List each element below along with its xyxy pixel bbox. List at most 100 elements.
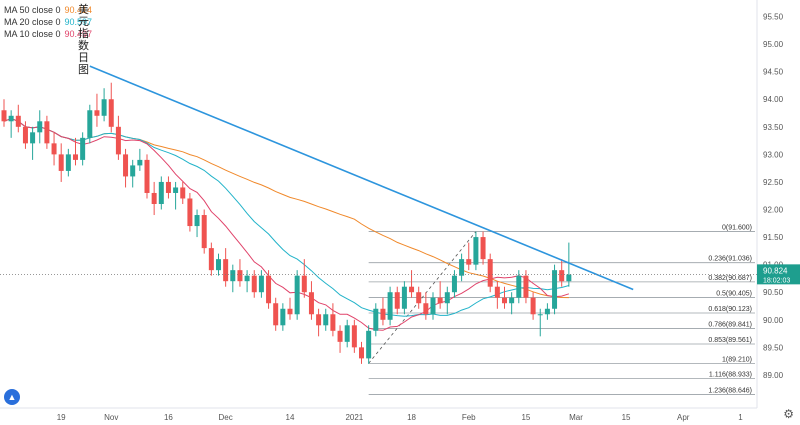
trendline[interactable]: [89, 65, 634, 291]
candle-body: [223, 259, 229, 282]
x-tick-label: Feb: [462, 413, 476, 422]
candle-body: [244, 275, 250, 282]
time-axis[interactable]: 19 Nov 16 Dec 14 2021 18 Feb 15 Mar 15 Apr 1: [57, 413, 743, 422]
candle-body: [487, 259, 493, 287]
candle-body: [1, 110, 7, 122]
candle-body: [530, 297, 536, 315]
legend-ma20-label: MA 20 close 0: [4, 17, 61, 27]
x-tick-label: Apr: [677, 413, 690, 422]
candle-body: [466, 259, 472, 265]
gear-icon[interactable]: ⚙: [783, 407, 794, 421]
y-tick-label: 95.00: [763, 40, 784, 49]
y-tick-label: 92.00: [763, 206, 784, 215]
chart-title: 美元指数日图: [78, 4, 89, 76]
legend-ma20-value: 90.597: [64, 17, 93, 27]
candle-body: [351, 325, 357, 348]
candle-body: [280, 308, 286, 326]
ma10-line: [3, 117, 570, 331]
candle-body: [115, 126, 121, 155]
candle-body: [287, 308, 293, 315]
candle-body: [537, 314, 543, 316]
candle-body: [201, 215, 207, 249]
candle-body: [101, 99, 107, 116]
y-tick-label: 93.00: [763, 150, 784, 159]
candle-body: [22, 126, 28, 144]
candle-body: [387, 292, 393, 320]
candle-body: [158, 181, 164, 204]
candle-body: [173, 187, 179, 193]
fib-level-label: 0.853(89.561): [708, 337, 752, 344]
price-badge-value: 90.824: [763, 266, 788, 275]
x-tick-label: 14: [286, 413, 295, 422]
ma50-line: [3, 117, 569, 299]
platform-logo-icon[interactable]: ▲: [4, 389, 20, 405]
candle-body: [15, 115, 21, 127]
candle-body: [58, 154, 64, 171]
y-tick-label: 89.50: [763, 343, 784, 352]
candle-body: [509, 297, 515, 304]
candle-body: [65, 154, 71, 171]
candle-body: [480, 237, 486, 260]
candle-body: [359, 347, 364, 359]
fib-level-label: 0.786(89.841): [708, 322, 752, 329]
candle-body: [87, 110, 93, 138]
candle-body: [44, 121, 50, 144]
fib-level-label: 0.618(90.123): [708, 306, 752, 313]
candle-body: [216, 259, 221, 271]
price-badge-countdown: 18:02:03: [763, 277, 790, 284]
candle-body: [337, 330, 343, 342]
candle-body: [559, 270, 565, 282]
legend-ma10[interactable]: MA 10 close 0 90.497: [4, 28, 92, 40]
candle-body: [301, 275, 307, 293]
x-tick-label: 16: [164, 413, 173, 422]
candle-body: [401, 286, 407, 309]
candle-body: [151, 192, 157, 204]
candle-body: [473, 237, 479, 265]
fib-level-label: 1.236(88.646): [708, 387, 752, 394]
price-axis[interactable]: 95.50 95.00 94.50 94.00 93.50 93.00 92.50 92.00…: [756, 0, 800, 425]
indicator-legend: 美元指数日图 MA 50 close 0 90.414 MA 20 close …: [4, 4, 92, 76]
candle-body: [230, 270, 236, 282]
candle-body: [344, 325, 350, 342]
candle-body: [459, 259, 465, 276]
resistance-trendline: [89, 65, 634, 291]
candle-body: [123, 154, 129, 177]
legend-ma10-value: 90.497: [64, 29, 93, 39]
candle-body: [502, 297, 507, 304]
candle-body: [566, 274, 572, 282]
candle-body: [544, 308, 550, 315]
x-tick-label: 15: [521, 413, 530, 422]
candle-body: [409, 286, 415, 293]
legend-ma50[interactable]: MA 50 close 0 90.414: [4, 4, 92, 16]
candle-body: [423, 303, 429, 315]
candle-body: [251, 275, 257, 293]
candle-body: [165, 181, 171, 193]
candle-body: [373, 308, 379, 331]
x-tick-label: Dec: [219, 413, 233, 422]
y-tick-label: 89.00: [763, 371, 784, 380]
y-tick-label: 94.50: [763, 68, 784, 77]
legend-ma50-value: 90.414: [64, 5, 93, 15]
y-tick-label: 93.50: [763, 123, 784, 132]
x-tick-label: Mar: [569, 413, 583, 422]
candle-body: [187, 198, 193, 227]
candle-body: [494, 286, 500, 298]
y-tick-label: 92.50: [763, 178, 784, 187]
candle-body: [444, 292, 450, 304]
x-tick-label: 15: [622, 413, 631, 422]
price-badge: [757, 264, 800, 285]
legend-ma20[interactable]: MA 20 close 0 90.597: [4, 16, 92, 28]
candle-body: [437, 297, 443, 304]
candles: [1, 82, 572, 364]
fib-level-label: 0(91.600): [722, 225, 752, 232]
fib-level-label: 1(89.210): [722, 356, 752, 363]
fib-level-label: 0.5(90.405): [716, 290, 752, 297]
candle-body: [73, 154, 78, 160]
candle-body: [430, 297, 436, 315]
x-tick-label: 1: [738, 413, 743, 422]
y-tick-label: 95.50: [763, 13, 784, 22]
candle-body: [380, 308, 386, 320]
candle-body: [194, 215, 200, 227]
candle-body: [266, 275, 272, 304]
